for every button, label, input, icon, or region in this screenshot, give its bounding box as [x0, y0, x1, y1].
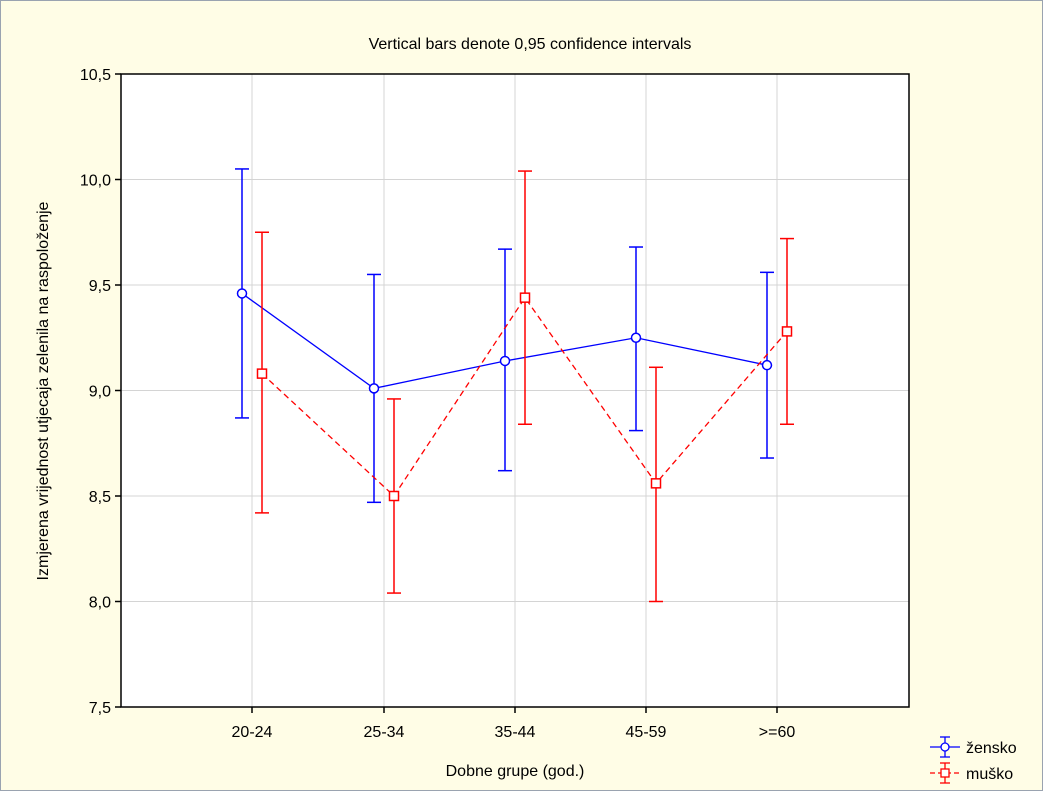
data-point-marker: [781, 326, 793, 337]
data-point-marker: [368, 383, 380, 394]
y-tick-label: 9,0: [89, 384, 111, 401]
y-tick-label: 7,5: [89, 700, 111, 717]
x-tick-label: 20-24: [232, 724, 273, 741]
y-tick-label: 9,5: [89, 278, 111, 295]
x-tick-label: 45-59: [626, 724, 667, 741]
y-axis-label: Izmjerena vrijednost utjecaja zelenila n…: [35, 201, 52, 580]
data-point-marker: [256, 368, 268, 379]
legend: žensko muško: [930, 736, 1017, 784]
series-layer: [235, 168, 794, 603]
data-point-marker: [650, 478, 662, 489]
legend-label: muško: [966, 766, 1013, 783]
series-line: [261, 296, 788, 497]
x-axis-ticks: 20-24 25-34 35-44 45-59 >=60: [232, 707, 796, 741]
legend-marker: [940, 742, 950, 752]
y-tick-label: 8,0: [89, 595, 111, 612]
data-point-marker: [519, 292, 531, 303]
series-1: [235, 168, 774, 504]
legend-item: muško: [930, 762, 1013, 784]
y-tick-label: 8,5: [89, 489, 111, 506]
legend-item: žensko: [930, 736, 1017, 758]
data-point-marker: [236, 288, 248, 299]
data-point-marker: [630, 332, 642, 343]
y-tick-label: 10,5: [80, 67, 111, 84]
x-tick-label: 35-44: [495, 724, 536, 741]
series-2: [255, 170, 794, 603]
data-point-marker: [388, 490, 400, 502]
grid-lines: [121, 74, 909, 707]
y-axis-ticks: 7,5 8,0 8,5 9,0 9,5 10,0 10,5: [80, 67, 121, 717]
chart-title: Vertical bars denote 0,95 confidence int…: [369, 36, 692, 53]
legend-label: žensko: [966, 740, 1017, 757]
y-tick-label: 10,0: [80, 173, 111, 190]
data-point-marker: [761, 359, 773, 371]
x-tick-label: 25-34: [364, 724, 405, 741]
x-axis-label: Dobne grupe (god.): [446, 763, 585, 780]
legend-marker: [940, 768, 950, 778]
data-point-marker: [499, 355, 511, 367]
x-tick-label: >=60: [759, 724, 796, 741]
